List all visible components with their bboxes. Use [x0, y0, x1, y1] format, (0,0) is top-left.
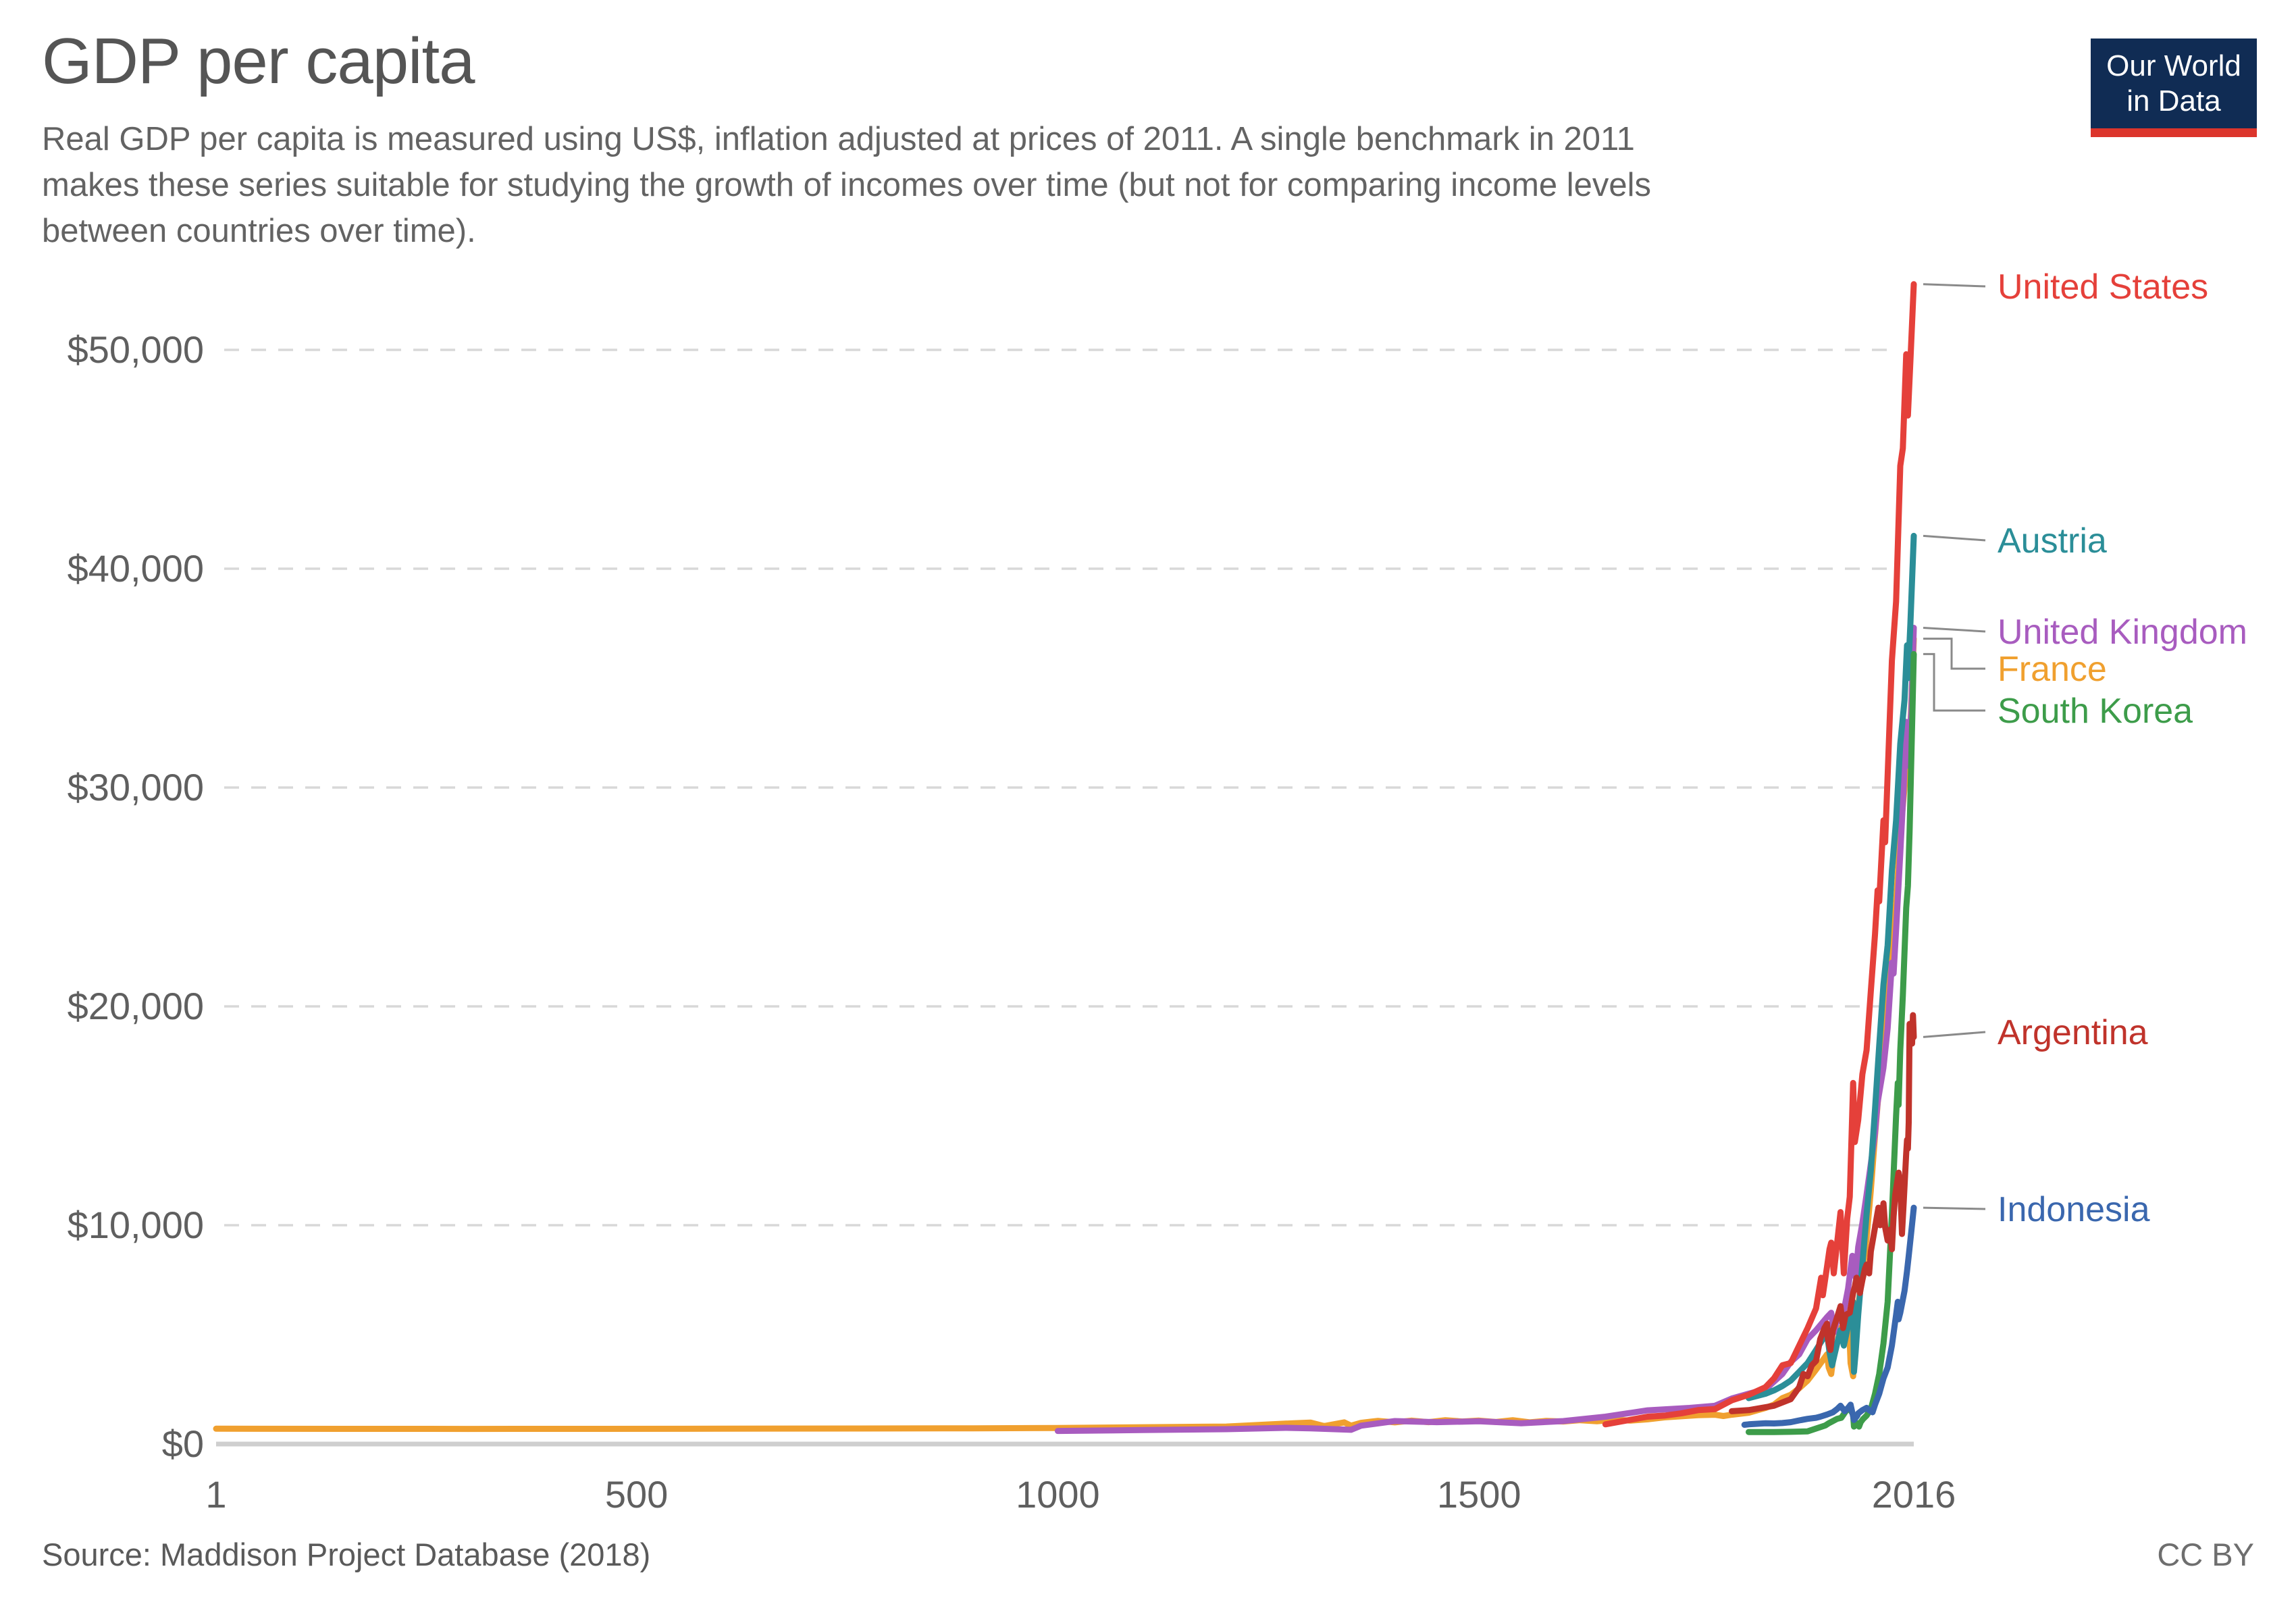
page-title: GDP per capita: [42, 25, 475, 97]
legend-label-austria[interactable]: Austria: [1998, 521, 2107, 561]
y-axis-tick-label: $10,000: [68, 1204, 204, 1246]
license-link[interactable]: CC BY: [2157, 1537, 2254, 1572]
chart-header: GDP per capita Real GDP per capita is me…: [42, 24, 1651, 254]
legend-label-united-kingdom[interactable]: United Kingdom: [1998, 613, 2247, 652]
subtitle-line-1: Real GDP per capita is measured using US…: [42, 121, 1635, 157]
series-line-united-kingdom[interactable]: [1054, 625, 1917, 1435]
legend-leader-line: [1923, 534, 1986, 542]
legend-label-indonesia[interactable]: Indonesia: [1998, 1190, 2150, 1229]
subtitle-line-2: makes these series suitable for studying…: [42, 167, 1652, 203]
series-line-france[interactable]: [213, 636, 1917, 1433]
series-line-austria[interactable]: [1746, 532, 1917, 1401]
x-axis-tick-label: 1000: [1016, 1473, 1100, 1516]
x-axis-tick-label: 500: [605, 1473, 668, 1516]
legend-label-france[interactable]: France: [1998, 650, 2107, 689]
legend-label-united-states[interactable]: United States: [1998, 267, 2208, 307]
y-axis-tick-label: $50,000: [68, 328, 204, 371]
y-axis-tick-label: $20,000: [68, 985, 204, 1027]
legend-leader-line: [1923, 652, 1985, 712]
y-axis-tick-label: $0: [162, 1422, 204, 1465]
legend-label-south-korea[interactable]: South Korea: [1998, 692, 2193, 731]
series-line-argentina[interactable]: [1729, 1012, 1917, 1414]
legend-leader-line: [1923, 283, 1986, 288]
owid-logo[interactable]: Our World in Data: [2091, 38, 2257, 137]
source-note: Source: Maddison Project Database (2018): [42, 1537, 651, 1572]
series-line-united-states[interactable]: [1602, 281, 1917, 1428]
x-axis-tick-label: 1: [205, 1473, 226, 1516]
y-axis-tick-label: $30,000: [68, 766, 204, 808]
series-line-south-korea[interactable]: [1746, 650, 1917, 1435]
legend-leader-line: [1923, 1206, 1986, 1210]
owid-logo-red-bar: [2091, 128, 2257, 137]
x-axis-tick-label: 1500: [1437, 1473, 1521, 1516]
owid-logo-text: Our World in Data: [2091, 38, 2257, 128]
legend-leader-line: [1923, 1031, 1986, 1038]
legend-label-argentina[interactable]: Argentina: [1998, 1013, 2148, 1052]
legend-leader-line: [1923, 638, 1985, 670]
subtitle-line-3: between countries over time).: [42, 213, 476, 249]
legend-leader-line: [1923, 626, 1986, 633]
x-axis-tick-label: 2016: [1872, 1473, 1956, 1516]
series-line-indonesia[interactable]: [1741, 1204, 1917, 1428]
owid-logo-line-1: Our World: [2106, 49, 2241, 82]
owid-logo-line-2: in Data: [2127, 84, 2221, 118]
chart-subtitle: Real GDP per capita is measured using US…: [42, 116, 1651, 254]
y-axis-tick-label: $40,000: [68, 547, 204, 590]
